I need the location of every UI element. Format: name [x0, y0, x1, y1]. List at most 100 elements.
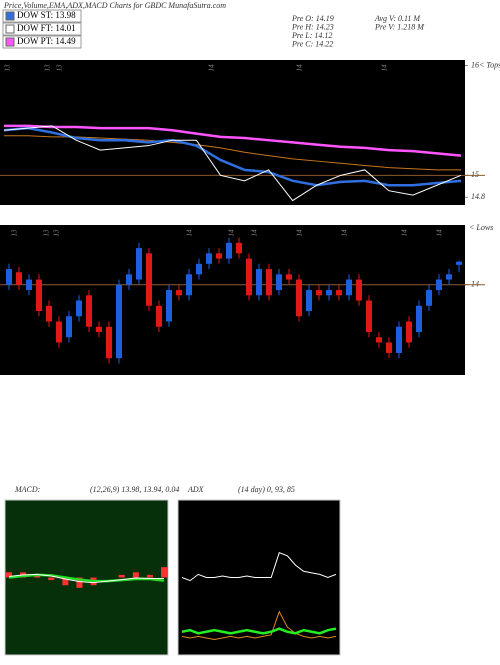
stat-label: Pre O: 14.19: [291, 14, 334, 23]
candle-body: [96, 326, 102, 332]
date-label: 13: [53, 229, 61, 237]
candle-body: [416, 305, 422, 332]
candle-body: [256, 269, 262, 296]
date-label: 13: [4, 64, 12, 72]
date-label: 14: [381, 64, 389, 72]
candle-body: [206, 253, 212, 264]
panel: [4, 499, 169, 656]
candle-body: [16, 272, 22, 285]
candle-body: [36, 279, 42, 312]
stat-label: Pre H: 14.23: [291, 22, 334, 31]
legend-label: DOW PT: 14.49: [17, 36, 76, 46]
legend-swatch: [5, 11, 15, 21]
candle-body: [386, 342, 392, 353]
legend-label: DOW ST: 13.98: [17, 10, 76, 20]
series-line: [4, 124, 462, 157]
histogram-bar: [6, 572, 12, 578]
histogram-bar: [76, 577, 83, 588]
candle-body: [446, 274, 452, 280]
y-tick-label: 14.8: [471, 192, 485, 201]
date-label: 14: [401, 229, 409, 237]
candle-body: [46, 305, 52, 322]
candle-body: [246, 258, 252, 296]
date-label: 13: [11, 229, 19, 237]
candle-body: [86, 295, 92, 327]
candle-body: [336, 290, 342, 296]
candle-body: [306, 290, 312, 312]
candle-body: [426, 290, 432, 306]
legend-swatch: [5, 37, 15, 47]
y-tick-label: 15: [471, 170, 479, 179]
candle-body: [136, 248, 142, 280]
candle-body: [286, 274, 292, 280]
histogram-bar: [48, 577, 55, 581]
date-label: 14: [251, 229, 259, 237]
series-line: [181, 552, 337, 582]
candle-body: [76, 300, 82, 317]
series-line: [3, 125, 462, 202]
candle-body: [356, 279, 362, 301]
histogram-bar: [161, 567, 167, 578]
date-label: 14: [296, 64, 304, 72]
legend-box: [2, 9, 82, 23]
date-label: 13: [56, 64, 64, 72]
ema-panel: [0, 60, 465, 205]
date-label: 14: [228, 229, 236, 237]
legend-box: [2, 35, 82, 49]
candle-body: [146, 253, 152, 306]
candle-body: [6, 269, 12, 285]
date-label: 14: [186, 229, 194, 237]
panel-subtitle: (14 day) 0, 93, 85: [238, 485, 295, 494]
panel-title: ADX: [187, 485, 205, 494]
series-line: [181, 627, 337, 635]
candle-body: [366, 300, 372, 332]
histogram-bar: [132, 572, 139, 578]
candle-body: [456, 261, 462, 265]
candle-body: [266, 269, 272, 296]
candle-body: [436, 279, 442, 291]
candle-body: [186, 274, 192, 296]
series-line: [3, 126, 462, 187]
candle-body: [176, 290, 182, 296]
candle-body: [406, 321, 412, 343]
candle-body: [326, 290, 332, 296]
candle-body: [156, 305, 162, 327]
y-tick-label: 16< Tops: [471, 60, 500, 69]
candle-body: [126, 274, 132, 285]
series-line: [4, 135, 461, 171]
page-title: Price,Volume,EMA,ADX,MACD Charts for GBD…: [3, 1, 226, 10]
legend-swatch: [5, 24, 15, 34]
histogram-bar: [118, 574, 125, 578]
series-line: [8, 573, 164, 584]
candle-body: [276, 274, 282, 291]
legend-box: [2, 22, 82, 36]
candle-body: [196, 263, 202, 275]
stat-label: Avg V: 0.11 M: [374, 14, 421, 23]
date-label: 14: [341, 229, 349, 237]
date-label: 14: [436, 229, 444, 237]
price-panel: [0, 225, 465, 375]
candle-body: [166, 290, 172, 322]
y-tick-label: 14: [471, 280, 479, 289]
candle-body: [56, 321, 62, 343]
date-label: 14: [208, 64, 216, 72]
candle-body: [376, 337, 382, 343]
date-label: 13: [44, 64, 52, 72]
candle-body: [316, 290, 322, 296]
panel-title: MACD:: [14, 485, 41, 494]
candle-body: [226, 242, 232, 259]
histogram-bar: [62, 577, 69, 586]
legend-label: DOW FT: 14.01: [17, 23, 76, 33]
stat-label: Pre L: 14.12: [291, 31, 332, 40]
panel-subtitle: (12,26,9) 13.98, 13.94, 0.04: [90, 485, 179, 494]
date-label: 13: [43, 229, 51, 237]
candle-body: [346, 279, 352, 296]
candle-body: [26, 279, 32, 291]
stat-label: Pre C: 14.22: [291, 39, 333, 48]
histogram-bar: [34, 574, 41, 578]
date-label: 14: [296, 229, 304, 237]
series-line: [181, 610, 337, 641]
series-line: [8, 573, 165, 583]
